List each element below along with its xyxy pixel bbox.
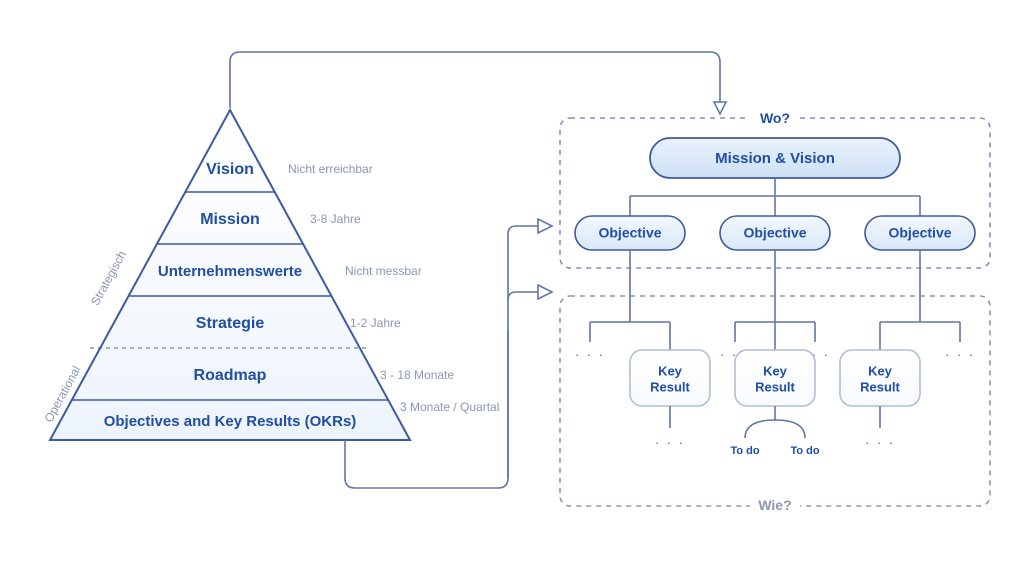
svg-text:. . .: . . . [655,431,684,447]
sub-vision: Nicht erreichbar [288,162,373,176]
objective-2-label: Objective [743,225,806,241]
wie-panel: Wie? . . . . . . . . . . . . Key [560,250,990,516]
wo-label: Wo? [760,110,790,126]
arrowhead-top [714,102,726,114]
sub-mission: 3-8 Jahre [310,212,361,226]
tier-values: Unternehmenswerte [158,263,302,280]
wo-panel: Wo? Mission & Vision Objective Objective… [560,108,990,268]
kr-1-l1: Key [658,363,683,378]
tier-mission: Mission [200,211,260,228]
kr-3-l2: Result [860,379,900,394]
pyramid: Vision Mission Unternehmenswerte Strateg… [41,110,499,440]
tier-strategy: Strategie [196,315,265,332]
kr-2-l2: Result [755,379,795,394]
connector-top [230,52,720,108]
todo-1: To do [730,445,759,457]
tier-roadmap: Roadmap [194,367,267,384]
svg-text:. . .: . . . [575,343,604,359]
side-strategic: Strategisch [88,248,129,307]
okr-diagram: Vision Mission Unternehmenswerte Strateg… [0,0,1024,574]
wie-label: Wie? [758,497,791,513]
sub-values: Nicht messbar [345,264,422,278]
sub-okrs: 3 Monate / Quartal [400,400,499,414]
sub-roadmap: 3 - 18 Monate [380,368,454,382]
kr-2-l1: Key [763,363,788,378]
sub-strategy: 1-2 Jahre [350,316,401,330]
tier-vision: Vision [206,161,254,178]
mission-vision-label: Mission & Vision [715,150,835,167]
tier-okrs: Objectives and Key Results (OKRs) [104,413,357,430]
objective-1-label: Objective [598,225,661,241]
svg-text:. . .: . . . [945,343,974,359]
svg-text:. . .: . . . [865,431,894,447]
connectors-clean [500,219,560,478]
todo-2: To do [790,445,819,457]
kr-3-l1: Key [868,363,893,378]
kr-1-l2: Result [650,379,690,394]
objective-3-label: Objective [888,225,951,241]
